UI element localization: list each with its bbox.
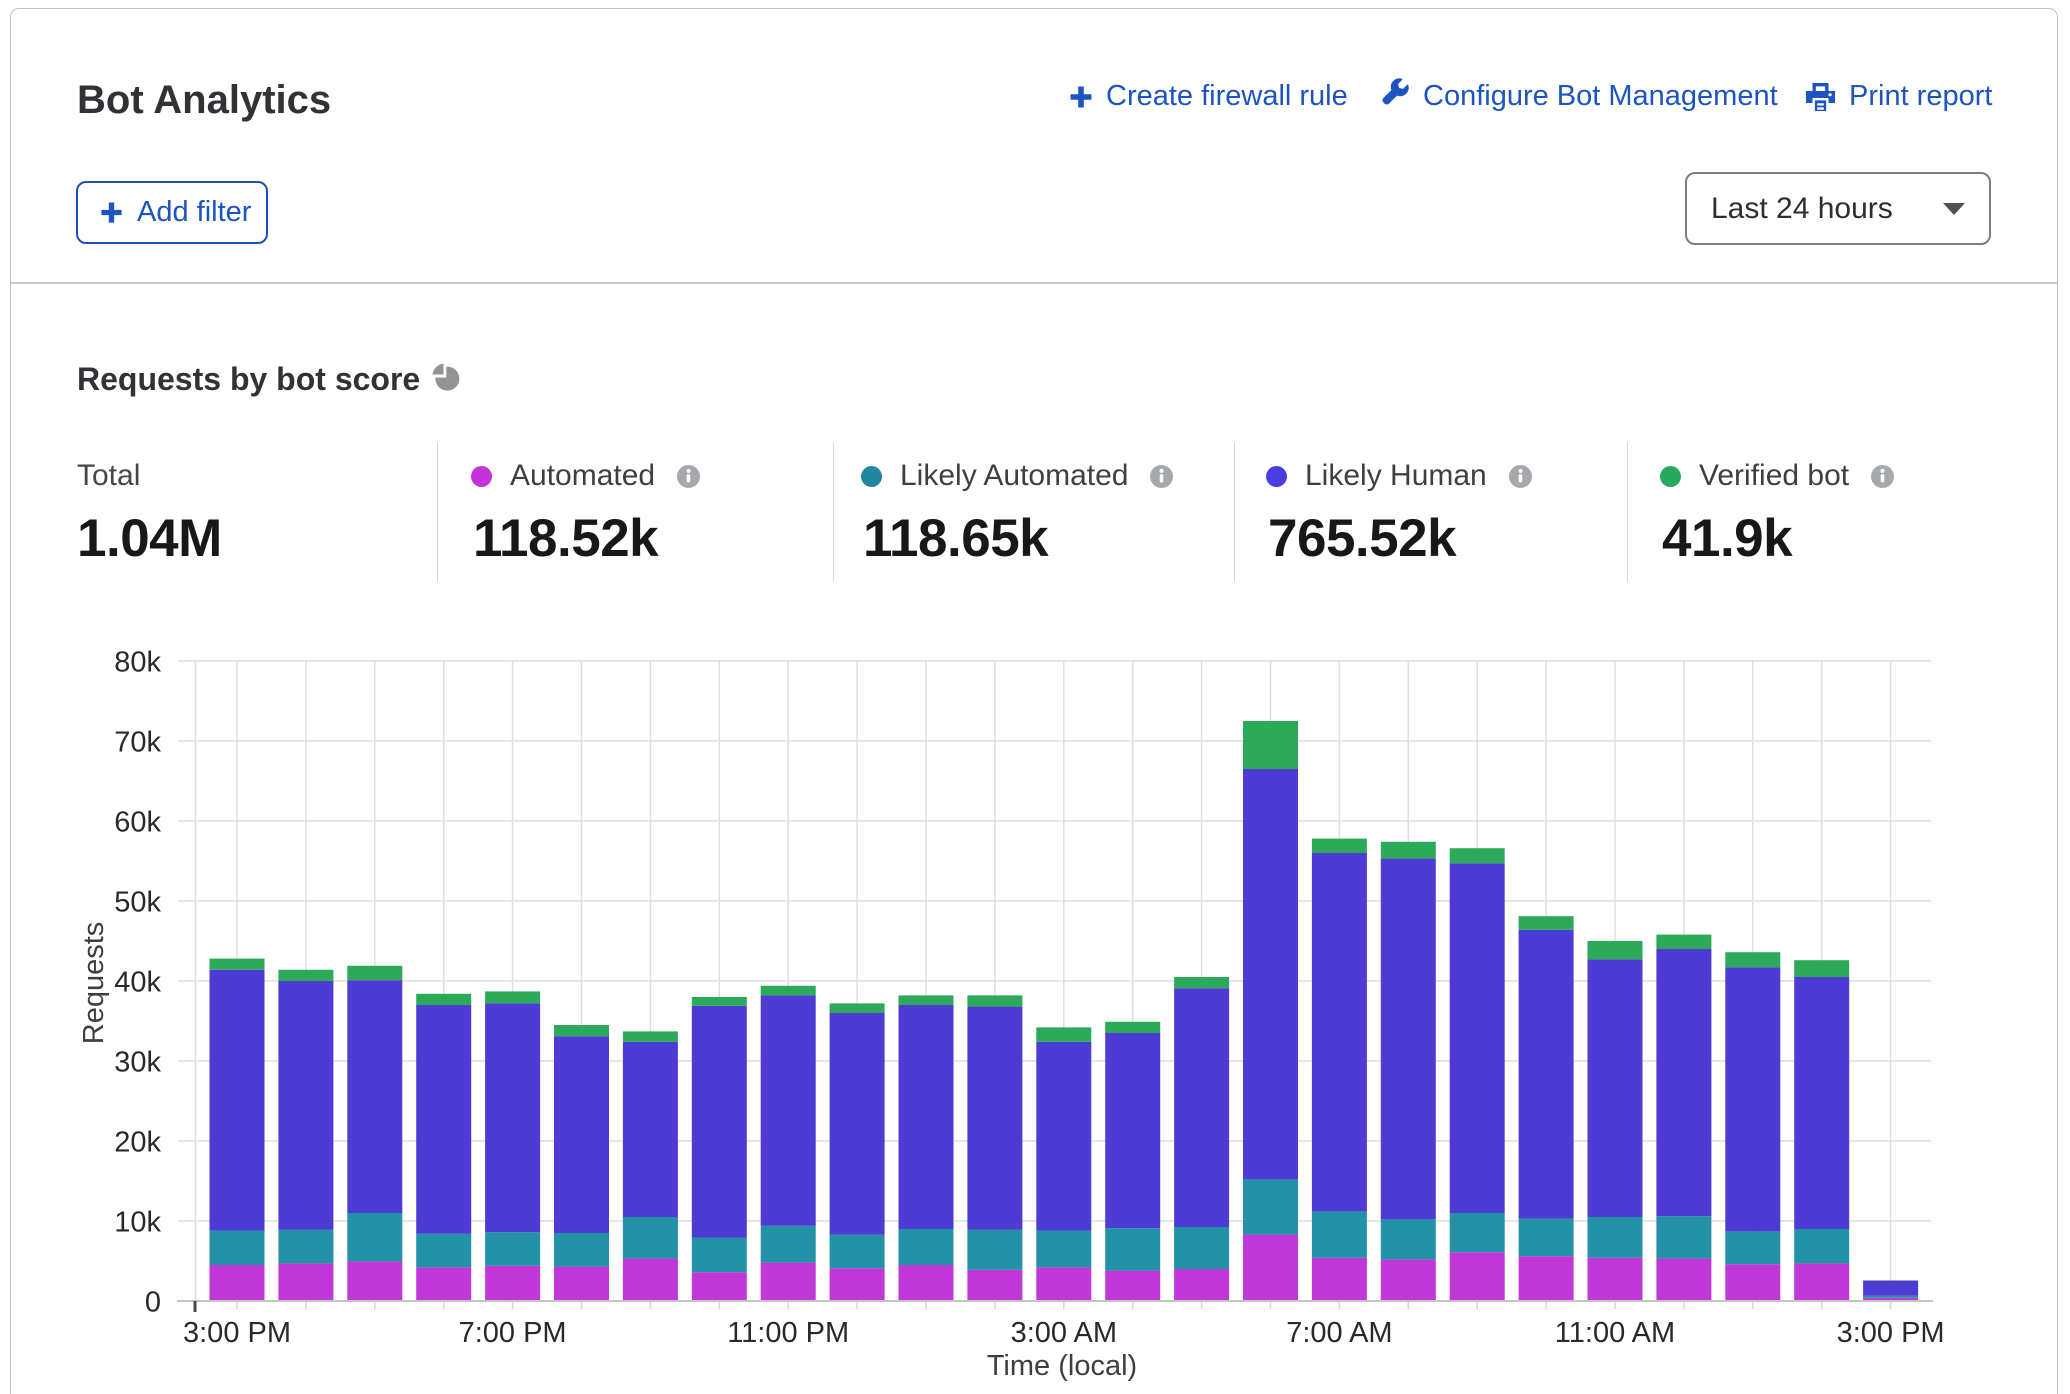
- svg-text:11:00 PM: 11:00 PM: [727, 1317, 849, 1349]
- svg-text:30k: 30k: [114, 1047, 161, 1079]
- svg-text:Time (local): Time (local): [987, 1350, 1137, 1382]
- svg-text:50k: 50k: [114, 887, 161, 919]
- svg-text:40k: 40k: [114, 967, 161, 999]
- svg-text:7:00 PM: 7:00 PM: [459, 1317, 567, 1349]
- svg-text:80k: 80k: [114, 647, 161, 679]
- svg-text:20k: 20k: [114, 1127, 161, 1159]
- svg-text:7:00 AM: 7:00 AM: [1286, 1317, 1392, 1349]
- svg-text:11:00 AM: 11:00 AM: [1555, 1317, 1675, 1349]
- svg-text:0: 0: [145, 1287, 161, 1319]
- svg-text:10k: 10k: [114, 1207, 161, 1239]
- svg-text:70k: 70k: [114, 727, 161, 759]
- svg-text:3:00 PM: 3:00 PM: [183, 1317, 291, 1349]
- svg-text:60k: 60k: [114, 807, 161, 839]
- svg-text:3:00 PM: 3:00 PM: [1837, 1317, 1945, 1349]
- svg-text:Requests: Requests: [78, 922, 110, 1045]
- svg-text:3:00 AM: 3:00 AM: [1011, 1317, 1117, 1349]
